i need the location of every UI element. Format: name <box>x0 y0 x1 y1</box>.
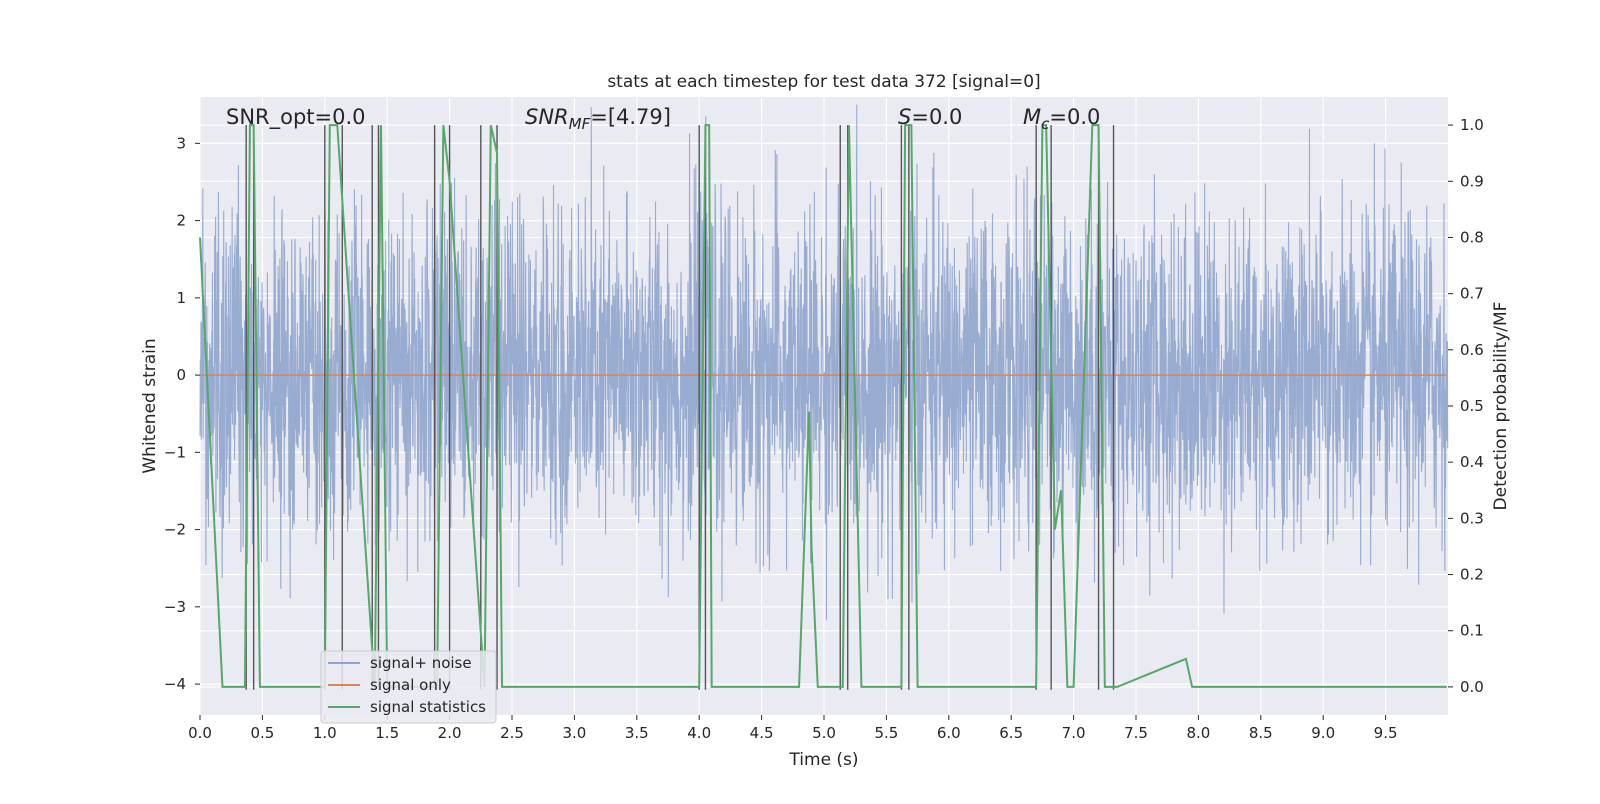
y-axis-label-right: Detection probability/MF <box>1491 302 1511 511</box>
x-tick-label: 1.0 <box>313 724 337 742</box>
mc-value: =0.0 <box>1049 105 1100 129</box>
noise-series <box>199 104 1449 621</box>
y2-tick-label: 0.0 <box>1460 678 1484 696</box>
y2-tick-label: 0.4 <box>1460 453 1484 471</box>
x-axis-label: Time (s) <box>788 750 858 770</box>
x-tick-label: 3.0 <box>562 724 586 742</box>
x-tick-label: 0.5 <box>250 724 274 742</box>
x-tick-label: 4.0 <box>687 724 711 742</box>
y-axis-label-left: Whitened strain <box>140 338 160 473</box>
annotation-mc: Mc=0.0 <box>1023 105 1100 133</box>
annotation-s: S=0.0 <box>898 105 962 129</box>
y2-tick-label: 0.6 <box>1460 341 1484 359</box>
legend-label-signal: signal only <box>370 676 451 694</box>
mc-sub: c <box>1041 115 1050 133</box>
y-tick-label: −4 <box>164 675 186 693</box>
y2-tick-label: 1.0 <box>1460 116 1484 134</box>
x-tick-label: 3.5 <box>625 724 649 742</box>
x-tick-label: 0.0 <box>188 724 212 742</box>
signal-statistics-series <box>199 124 1447 688</box>
x-tick-label: 2.0 <box>438 724 462 742</box>
y-tick-label: 1 <box>176 289 186 307</box>
x-tick-label: 8.5 <box>1249 724 1273 742</box>
snr-mf-sub: MF <box>569 115 591 133</box>
x-ticks: 0.0 0.5 1.0 1.5 2.0 2.5 3.0 3.5 4.0 4.5 5.0 5.5 6.0 6… <box>188 715 1398 742</box>
y2-tick-label: 0.2 <box>1460 566 1484 584</box>
annotation-snr-opt: SNR_opt=0.0 <box>226 105 366 130</box>
x-tick-label: 9.0 <box>1311 724 1335 742</box>
s-base: S <box>898 105 911 129</box>
x-tick-label: 5.0 <box>812 724 836 742</box>
y-tick-label: 3 <box>176 134 186 152</box>
y-tick-label: −1 <box>164 443 186 461</box>
x-tick-label: 2.5 <box>500 724 524 742</box>
signal-statistics-line <box>199 124 1447 688</box>
x-tick-label: 8.0 <box>1186 724 1210 742</box>
x-tick-label: 7.0 <box>1062 724 1086 742</box>
y2-tick-label: 0.7 <box>1460 285 1484 303</box>
x-tick-label: 7.5 <box>1124 724 1148 742</box>
y-tick-label: −2 <box>164 521 186 539</box>
y2-tick-label: 0.9 <box>1460 172 1484 190</box>
snr-mf-base: SNR <box>525 105 569 129</box>
snr-mf-value: =[4.79] <box>590 105 671 129</box>
y-tick-label: 0 <box>176 366 186 384</box>
x-tick-label: 6.5 <box>999 724 1023 742</box>
y-tick-label: 2 <box>176 212 186 230</box>
x-tick-label: 9.5 <box>1374 724 1398 742</box>
legend-label-stats: signal statistics <box>370 698 486 716</box>
x-tick-label: 5.5 <box>874 724 898 742</box>
y-tick-label: −3 <box>164 598 186 616</box>
y-ticks-right: 1.0 0.9 0.8 0.7 0.6 0.5 0.4 0.3 0.2 0.1 0.0 <box>1448 116 1484 696</box>
y-ticks-left: 3 2 1 0 −1 −2 −3 −4 <box>164 134 200 693</box>
legend-label-noise: signal+ noise <box>370 654 472 672</box>
y2-tick-label: 0.5 <box>1460 397 1484 415</box>
chart-title: stats at each timestep for test data 372… <box>607 72 1040 92</box>
noise-line <box>199 104 1449 621</box>
y2-tick-label: 0.1 <box>1460 622 1484 640</box>
x-tick-label: 1.5 <box>375 724 399 742</box>
mc-base: M <box>1023 105 1041 129</box>
x-tick-label: 4.5 <box>750 724 774 742</box>
annotation-snr-mf: SNRMF=[4.79] <box>525 105 671 133</box>
y2-tick-label: 0.3 <box>1460 509 1484 527</box>
y2-tick-label: 0.8 <box>1460 228 1484 246</box>
legend: signal+ noise signal only signal statist… <box>320 650 497 724</box>
x-tick-label: 6.0 <box>937 724 961 742</box>
s-value: =0.0 <box>911 105 962 129</box>
legend-box <box>320 650 497 724</box>
